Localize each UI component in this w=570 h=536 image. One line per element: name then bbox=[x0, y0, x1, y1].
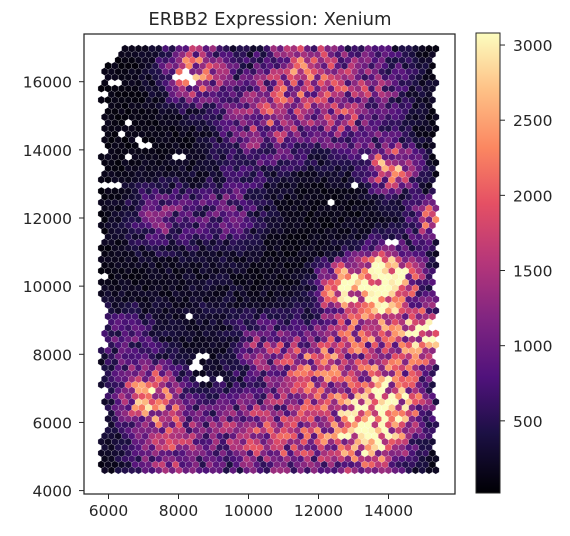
colorbar-tick-label: 2000 bbox=[513, 187, 552, 205]
x-tick-label: 14000 bbox=[364, 502, 413, 520]
y-tick-label: 8000 bbox=[33, 346, 72, 364]
x-tick-label: 10000 bbox=[224, 502, 273, 520]
x-tick-label: 12000 bbox=[294, 502, 343, 520]
chart-title: ERBB2 Expression: Xenium bbox=[148, 9, 391, 30]
y-tick-label: 14000 bbox=[23, 142, 72, 160]
colorbar bbox=[475, 32, 501, 494]
y-tick-label: 16000 bbox=[23, 74, 72, 92]
y-tick-label: 6000 bbox=[33, 414, 72, 432]
hex-bin bbox=[432, 329, 440, 338]
colorbar-tick-label: 500 bbox=[513, 413, 543, 431]
x-tick-label: 6000 bbox=[89, 502, 128, 520]
colorbar-axis: 500 1000 1500 2000 2500 3000 bbox=[500, 37, 552, 431]
colorbar-tick-label: 3000 bbox=[513, 37, 552, 55]
x-axis: 6000 8000 10000 12000 14000 bbox=[89, 494, 413, 520]
y-tick-label: 12000 bbox=[23, 210, 72, 228]
y-axis: 4000 6000 8000 10000 12000 14000 16000 bbox=[23, 74, 84, 501]
x-tick-label: 8000 bbox=[159, 502, 198, 520]
hexbin-layer bbox=[97, 44, 440, 475]
y-tick-label: 4000 bbox=[33, 483, 72, 501]
colorbar-tick-label: 2500 bbox=[513, 112, 552, 130]
colorbar-tick-label: 1000 bbox=[513, 338, 552, 356]
colorbar-tick-label: 1500 bbox=[513, 263, 552, 281]
y-tick-label: 10000 bbox=[23, 278, 72, 296]
